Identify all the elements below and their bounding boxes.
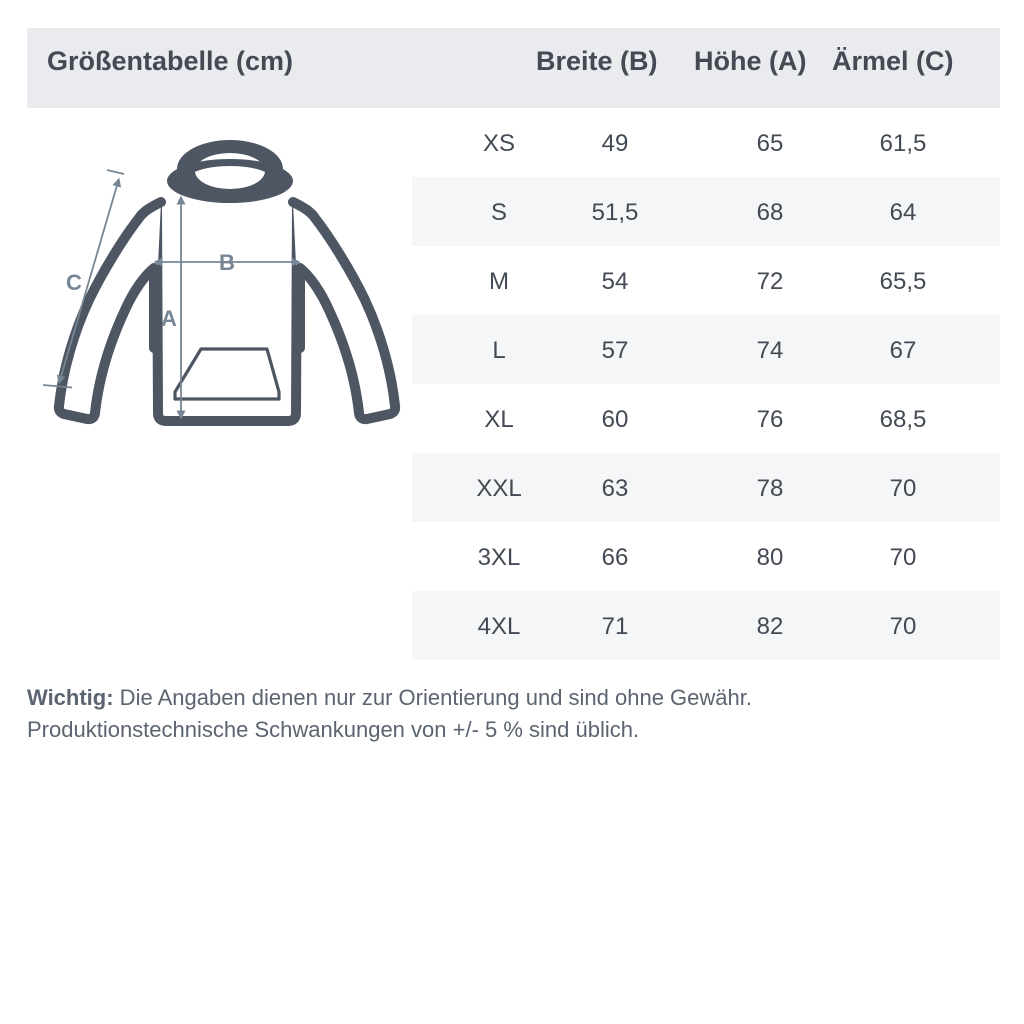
svg-text:C: C: [66, 270, 82, 295]
svg-text:A: A: [161, 306, 177, 331]
svg-text:B: B: [219, 250, 235, 275]
